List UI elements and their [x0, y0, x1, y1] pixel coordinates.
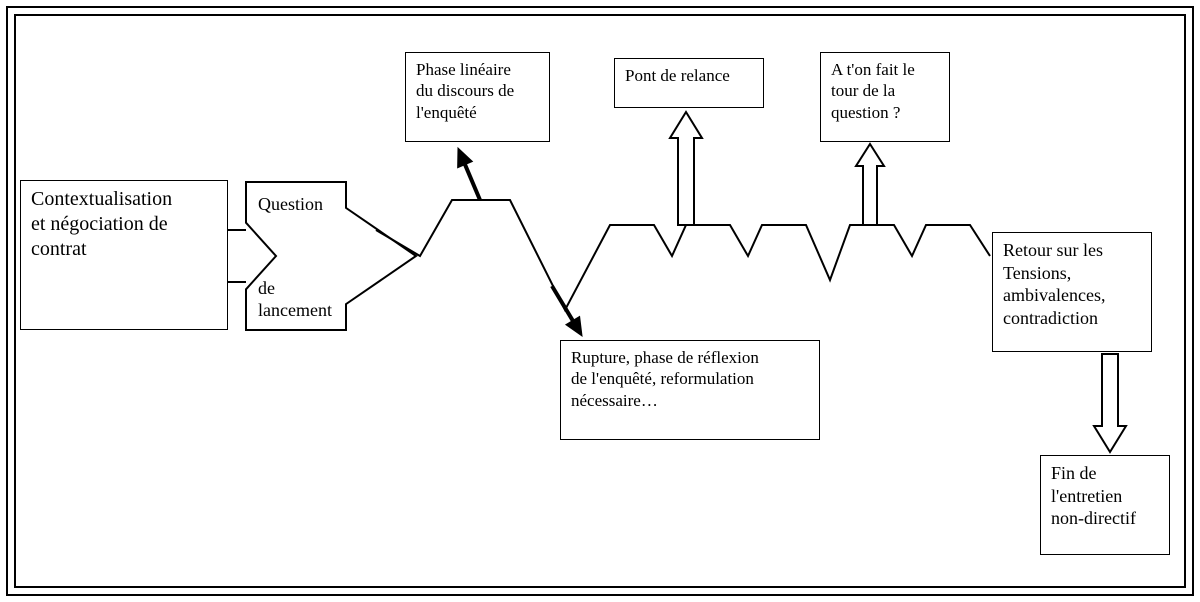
question-arrow-text-bottom-1: lancement [258, 300, 332, 320]
question-arrow-text-top: Question [258, 194, 323, 214]
diagram-canvas: Contextualisation et négociation de cont… [0, 0, 1200, 602]
question-arrow-text-bottom-0: de [258, 278, 275, 298]
arrow-retour-down [1094, 354, 1126, 452]
arrow-to-rupture-head [566, 316, 582, 336]
arrow-pont-relance [670, 112, 702, 225]
arrow-tour-question [856, 144, 884, 225]
arrow-to-phase-lineaire-shaft [465, 165, 480, 200]
arrow-to-phase-lineaire-head [458, 148, 473, 168]
svg-overlay: Question delancement [0, 0, 1200, 602]
